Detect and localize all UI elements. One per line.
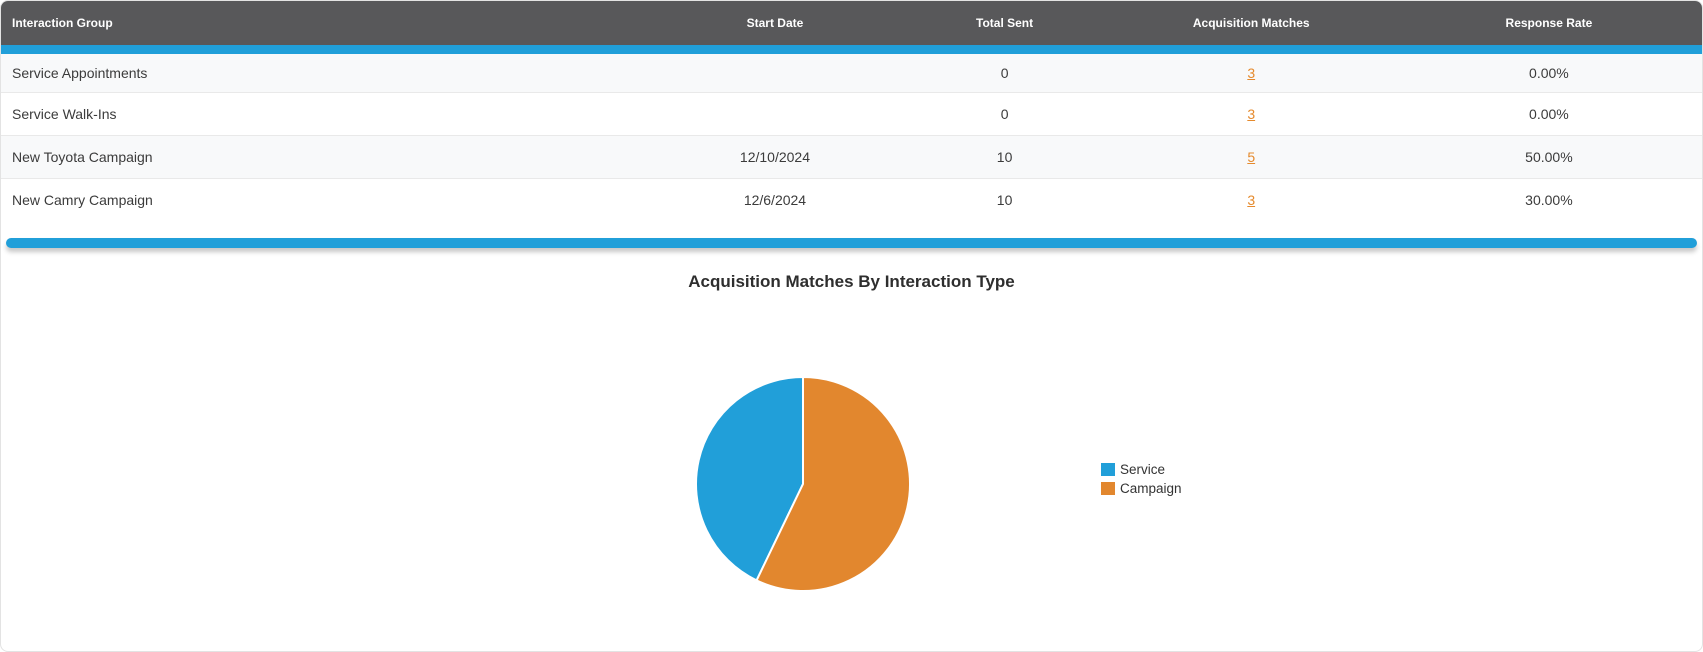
legend-item-campaign[interactable]: Campaign (1101, 479, 1182, 498)
chart-section: Acquisition Matches By Interaction Type … (1, 248, 1702, 640)
cell-start-date (647, 49, 903, 93)
column-header-interaction-group: Interaction Group (1, 1, 648, 54)
chart-title: Acquisition Matches By Interaction Type (688, 272, 1015, 291)
cell-total-sent: 0 (902, 49, 1107, 93)
column-header-start-date: Start Date (647, 1, 903, 54)
legend-swatch-service (1101, 463, 1115, 476)
table-row: Service Appointments 0 3 0.00% (1, 49, 1702, 93)
table-row: New Toyota Campaign 12/10/2024 10 5 50.00% (1, 135, 1702, 179)
bottom-accent-bar (6, 238, 1697, 248)
cell-total-sent: 0 (902, 92, 1107, 136)
cell-start-date: 12/6/2024 (743, 191, 807, 208)
table-body: Service Appointments 0 3 0.00% Service Walk-… (1, 49, 1702, 221)
cell-group: New Camry Campaign (12, 191, 153, 208)
cell-acquisition-matches: 3 (1106, 92, 1396, 136)
cell-acquisition-matches: 3 (1107, 178, 1396, 221)
legend-swatch-campaign (1101, 482, 1115, 495)
pie-slice-campaign[interactable] (755, 376, 911, 592)
cell-total-sent: 10 (902, 135, 1107, 179)
table-row: New Camry Campaign 12/6/2024 10 3 30.00% (1, 178, 1702, 221)
cell-response-rate: 50.00% (1395, 135, 1702, 179)
legend-item-service[interactable]: Service (1101, 460, 1182, 479)
column-header-acquisition-matches: Acquisition Matches (1106, 1, 1396, 54)
pie-slice-service[interactable] (695, 376, 804, 582)
chart-legend: Service Campaign (1101, 460, 1182, 498)
cell-acquisition-matches: 3 (1106, 49, 1396, 93)
pie-chart (695, 376, 911, 592)
cell-group: Service Walk-Ins (1, 92, 648, 136)
cell-acquisition-matches: 5 (1106, 135, 1396, 179)
cell-response-rate: 0.00% (1395, 92, 1702, 136)
cell-total-sent: 10 (996, 191, 1013, 208)
cell-start-date (647, 92, 903, 136)
column-header-total-sent: Total Sent (902, 1, 1107, 54)
acquisition-matches-link[interactable]: 3 (1247, 64, 1256, 81)
acquisition-matches-link[interactable]: 5 (1247, 148, 1256, 165)
legend-label: Campaign (1120, 481, 1182, 496)
table-row: Service Walk-Ins 0 3 0.00% (1, 92, 1702, 136)
cell-response-rate: 0.00% (1395, 49, 1702, 93)
column-header-response-rate: Response Rate (1395, 1, 1702, 54)
cell-group: Service Appointments (1, 49, 648, 93)
cell-response-rate: 30.00% (1525, 191, 1573, 208)
acquisition-matches-link[interactable]: 3 (1247, 191, 1256, 208)
cell-start-date: 12/10/2024 (647, 135, 903, 179)
cell-group: New Toyota Campaign (1, 135, 648, 179)
table-header: Interaction Group Start Date Total Sent … (1, 1, 1702, 54)
interaction-group-table: Interaction Group Start Date Total Sent … (1, 1, 1702, 221)
acquisition-matches-link[interactable]: 3 (1247, 105, 1256, 122)
legend-label: Service (1120, 462, 1166, 477)
